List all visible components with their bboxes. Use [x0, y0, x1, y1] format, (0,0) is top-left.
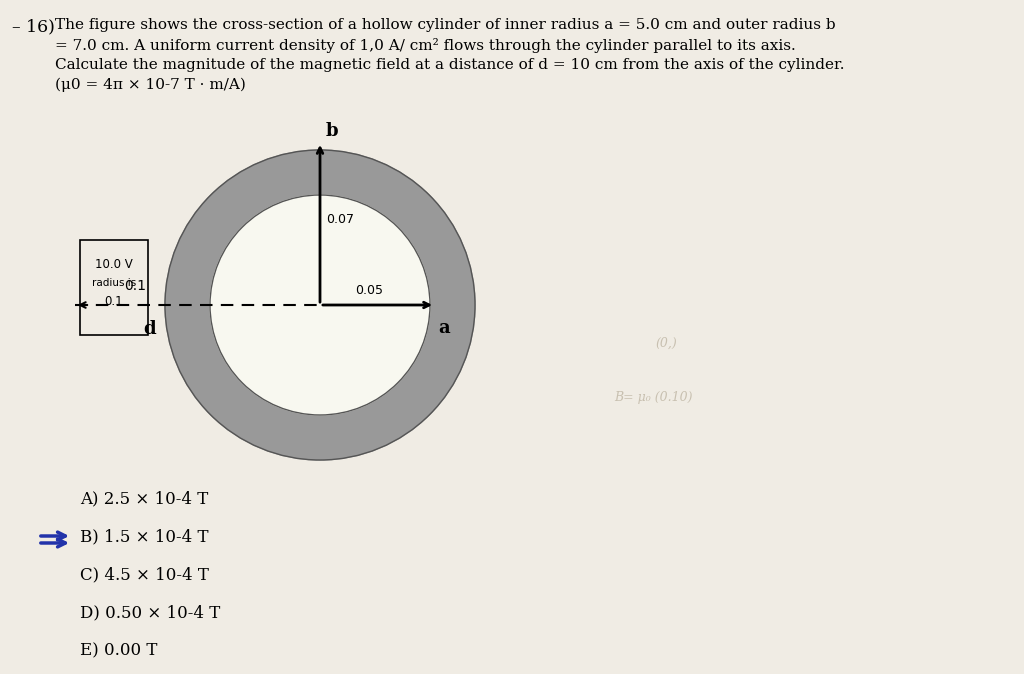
Text: (0,): (0,) — [655, 337, 677, 350]
Circle shape — [165, 150, 475, 460]
Text: d: d — [143, 320, 157, 338]
Text: E) 0.00 T: E) 0.00 T — [80, 642, 158, 659]
Bar — [80, 240, 148, 335]
Text: 10.0 V: 10.0 V — [95, 258, 133, 271]
Circle shape — [210, 195, 430, 415]
Text: A) 2.5 × 10-4 T: A) 2.5 × 10-4 T — [80, 490, 208, 507]
Text: radius is: radius is — [92, 278, 136, 288]
Text: D) 0.50 × 10-4 T: D) 0.50 × 10-4 T — [80, 604, 220, 621]
Text: – 16): – 16) — [12, 18, 55, 35]
Text: (μ0 = 4π × 10-7 T · m/A): (μ0 = 4π × 10-7 T · m/A) — [55, 78, 246, 92]
Text: 0.1: 0.1 — [104, 295, 123, 308]
Text: 0.1: 0.1 — [124, 279, 146, 293]
Text: B) 1.5 × 10-4 T: B) 1.5 × 10-4 T — [80, 528, 209, 545]
Text: b: b — [326, 122, 339, 140]
Text: C) 4.5 × 10-4 T: C) 4.5 × 10-4 T — [80, 566, 209, 583]
Text: The figure shows the cross-section of a hollow cylinder of inner radius a = 5.0 : The figure shows the cross-section of a … — [55, 18, 836, 32]
Text: 0.07: 0.07 — [326, 213, 354, 226]
Text: Calculate the magnitude of the magnetic field at a distance of d = 10 cm from th: Calculate the magnitude of the magnetic … — [55, 58, 845, 72]
Text: = 7.0 cm. A uniform current density of 1,0 A/ cm² flows through the cylinder par: = 7.0 cm. A uniform current density of 1… — [55, 38, 796, 53]
Text: B= μ₀ (0.10): B= μ₀ (0.10) — [614, 391, 693, 404]
Text: 0.05: 0.05 — [355, 284, 384, 297]
Text: a: a — [438, 319, 450, 337]
